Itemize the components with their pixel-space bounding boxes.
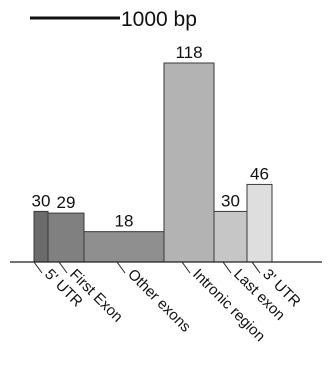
category-label-3: Intronic region [189,266,268,345]
bar-3 [163,62,215,263]
value-labels: 30 29 18 118 30 46 [32,43,269,231]
tick-4 [222,261,232,274]
ticks [33,261,261,274]
value-label-0: 30 [32,191,51,210]
value-label-2: 18 [115,212,134,231]
bar-1 [47,212,85,263]
value-label-3: 118 [175,43,202,62]
category-label-2: Other exons [124,266,194,336]
tick-2 [116,261,126,274]
value-label-1: 29 [57,193,76,212]
tick-1 [58,261,68,274]
value-label-5: 46 [250,164,269,183]
value-label-4: 30 [221,191,240,210]
bar-2 [83,231,165,263]
tick-3 [181,261,191,274]
bars [33,62,273,263]
bar-0 [33,210,49,263]
bar-4 [213,210,248,263]
bar-5 [246,183,273,263]
scale-bar-label: 1000 bp [121,8,197,31]
tick-0 [33,261,43,274]
tick-5 [251,261,261,274]
